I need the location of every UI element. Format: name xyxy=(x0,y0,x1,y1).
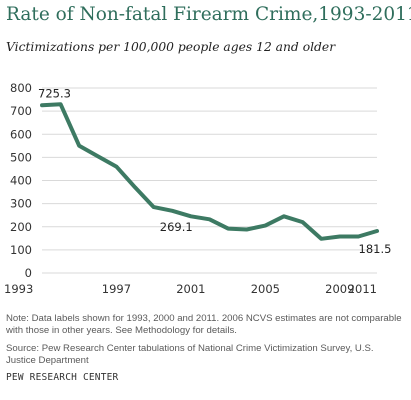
chart-source: Source: Pew Research Center tabulations … xyxy=(6,343,374,366)
y-tick-label: 400 xyxy=(10,174,32,188)
x-tick-label: 1993 xyxy=(4,282,33,296)
y-axis: 0 100 200 300 400 500 600 700 800 xyxy=(10,81,32,280)
data-label-2011: 181.5 xyxy=(359,242,392,256)
chart-note: Note: Data labels shown for 1993, 2000 a… xyxy=(6,313,402,336)
data-label-1993: 725.3 xyxy=(38,86,71,100)
y-tick-label: 500 xyxy=(10,150,32,164)
y-tick-label: 100 xyxy=(10,243,32,257)
x-tick-label: 2011 xyxy=(348,282,377,296)
series-line-0 xyxy=(40,102,379,241)
chart-subtitle: Victimizations per 100,000 people ages 1… xyxy=(6,40,336,54)
x-tick-label: 2009 xyxy=(325,282,354,296)
x-tick-label: 1997 xyxy=(102,282,131,296)
footer-brand: PEW RESEARCH CENTER xyxy=(6,372,119,383)
y-tick-label: 0 xyxy=(25,266,32,280)
grid-lines xyxy=(42,87,377,274)
y-tick-label: 300 xyxy=(10,197,32,211)
data-labels: 725.3 269.1 181.5 xyxy=(38,86,391,256)
y-tick-label: 600 xyxy=(10,127,32,141)
data-label-2000: 269.1 xyxy=(160,220,193,234)
series-group xyxy=(40,102,379,241)
y-tick-label: 800 xyxy=(10,81,32,95)
x-tick-label: 2005 xyxy=(251,282,280,296)
line-chart: 0 100 200 300 400 500 600 700 800 1993 1997 2001 20… xyxy=(4,81,391,296)
chart-title: Rate of Non-fatal Firearm Crime,1993-201… xyxy=(6,4,411,25)
y-tick-label: 700 xyxy=(10,104,32,118)
x-tick-label: 2001 xyxy=(176,282,205,296)
y-tick-label: 200 xyxy=(10,220,32,234)
